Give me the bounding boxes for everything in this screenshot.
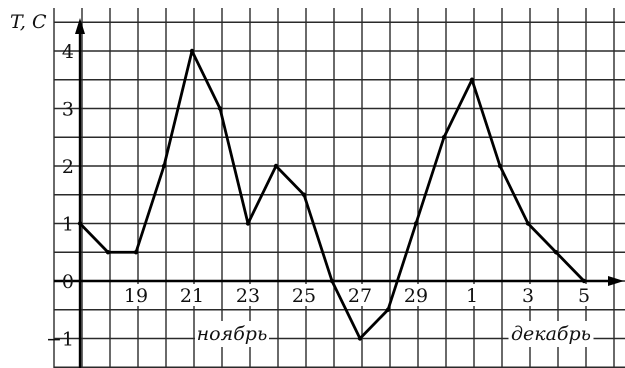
x-tick-label: 19	[124, 285, 148, 307]
x-tick-label: 5	[578, 285, 590, 307]
data-point	[441, 135, 447, 140]
month-label: декабрь	[511, 323, 591, 345]
data-point	[189, 48, 195, 54]
x-tick-label: 1	[466, 285, 478, 307]
x-tick-label-bg	[234, 284, 262, 306]
x-tick-label: 29	[404, 285, 428, 307]
x-tick-label: 3	[522, 285, 534, 307]
data-point	[217, 106, 223, 111]
data-point	[329, 278, 335, 284]
axes	[54, 18, 624, 368]
data-point	[553, 250, 559, 255]
x-tick-label: 23	[236, 285, 260, 307]
data-point	[497, 163, 503, 169]
data-point	[385, 307, 391, 312]
y-axis-arrow	[75, 18, 85, 34]
y-tick-label: 4	[62, 41, 74, 63]
data-point	[161, 163, 167, 169]
x-tick-label-bg	[458, 284, 486, 306]
y-tick-label: 0	[62, 271, 74, 293]
data-point	[77, 221, 83, 226]
x-tick-label-bg	[514, 284, 542, 306]
data-point	[245, 221, 251, 226]
x-tick-label-bg	[122, 284, 150, 306]
x-tick-label-bg	[402, 284, 430, 306]
month-label: ноябрь	[197, 323, 268, 345]
series	[77, 48, 587, 341]
grid	[53, 8, 625, 368]
y-tick-label: 1	[62, 214, 74, 236]
data-point	[413, 221, 419, 226]
data-point	[273, 163, 279, 169]
x-tick-label-bg	[178, 284, 206, 306]
month-label-bg	[508, 321, 594, 347]
data-point	[301, 192, 307, 197]
data-point	[581, 278, 587, 284]
x-tick-label: 25	[292, 285, 316, 307]
x-tick-label: 21	[180, 285, 204, 307]
x-tick-label-bg	[290, 284, 318, 306]
data-point	[105, 250, 111, 255]
y-tick-label: −1	[46, 329, 74, 351]
data-point	[469, 77, 475, 82]
data-point	[357, 336, 363, 341]
y-tick-label: 3	[62, 99, 74, 121]
x-tick-label-bg	[346, 284, 374, 306]
x-tick-label: 27	[348, 285, 372, 307]
month-label-bg	[195, 321, 269, 347]
data-point	[525, 221, 531, 226]
y-tick-label: 2	[62, 156, 74, 178]
data-point	[133, 250, 139, 255]
y-axis-title: T, С	[10, 11, 47, 33]
x-tick-label-bg	[570, 284, 598, 306]
x-axis-arrow	[608, 276, 624, 286]
